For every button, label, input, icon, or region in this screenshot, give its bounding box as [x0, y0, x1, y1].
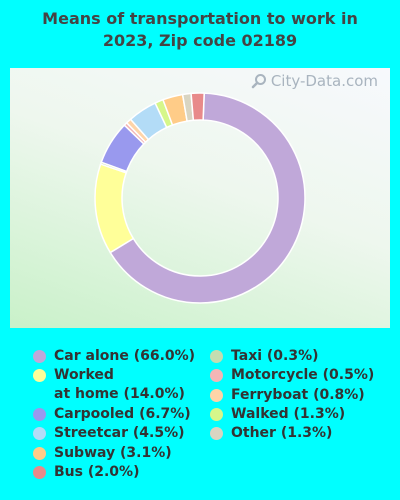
legend-item-other: Other (1.3%) — [210, 424, 332, 443]
slice-worked-at-home — [94, 163, 135, 254]
legend-label: Walked (1.3%) — [231, 405, 346, 422]
legend-swatch — [33, 369, 46, 383]
legend-swatch — [210, 427, 223, 441]
legend-swatch — [33, 465, 46, 479]
legend-item-taxi: Taxi (0.3%) — [210, 347, 319, 366]
legend-label: Motorcycle (0.5%) — [231, 367, 375, 384]
legend-swatch — [33, 427, 46, 441]
legend-swatch — [210, 407, 223, 421]
legend-label: Car alone (66.0%) — [54, 348, 196, 364]
legend-item-motorcycle: Motorcycle (0.5%) — [210, 366, 374, 385]
legend-label: Taxi (0.3%) — [231, 348, 319, 364]
legend-item-bus: Bus (2.0%) — [33, 463, 139, 482]
legend-label: Worked at home (14.0%) — [54, 367, 185, 403]
legend-swatch — [210, 388, 223, 402]
watermark-text: City-Data.com — [270, 72, 378, 90]
legend-label: Subway (3.1%) — [54, 444, 172, 461]
legend-label: Ferryboat (0.8%) — [231, 386, 365, 403]
donut-chart — [94, 92, 306, 304]
legend-swatch — [210, 369, 223, 383]
slice-bus — [190, 92, 205, 122]
chart-title-line-2: 2023, Zip code 02189 — [102, 31, 298, 50]
legend-swatch — [33, 350, 46, 363]
magnifier-icon — [251, 74, 266, 89]
chart-legend: Car alone (66.0%) Worked at home (14.0%) C… — [0, 345, 400, 495]
watermark: City-Data.com — [251, 72, 378, 90]
chart-title-line-1: Means of transportation to work in — [42, 9, 358, 28]
legend-item-walked: Walked (1.3%) — [210, 405, 345, 424]
legend-item-carpooled: Carpooled (6.7%) — [33, 405, 191, 424]
slice-car-alone — [109, 92, 306, 304]
legend-item-car-alone: Car alone (66.0%) — [33, 347, 195, 366]
legend-item-subway: Subway (3.1%) — [33, 444, 172, 463]
chart-panel — [10, 68, 390, 328]
legend-item-worked-at-home: Worked at home (14.0%) — [33, 366, 185, 404]
legend-label: Carpooled (6.7%) — [54, 405, 191, 422]
legend-label: Bus (2.0%) — [54, 463, 140, 480]
legend-label: Streetcar (4.5%) — [54, 425, 185, 442]
legend-swatch — [210, 350, 223, 363]
legend-item-streetcar: Streetcar (4.5%) — [33, 424, 185, 443]
legend-swatch — [33, 446, 46, 460]
legend-label: Other (1.3%) — [231, 425, 333, 442]
chart-title: Means of transportation to work in 2023,… — [0, 8, 400, 52]
legend-item-ferryboat: Ferryboat (0.8%) — [210, 386, 365, 405]
legend-swatch — [33, 407, 46, 421]
